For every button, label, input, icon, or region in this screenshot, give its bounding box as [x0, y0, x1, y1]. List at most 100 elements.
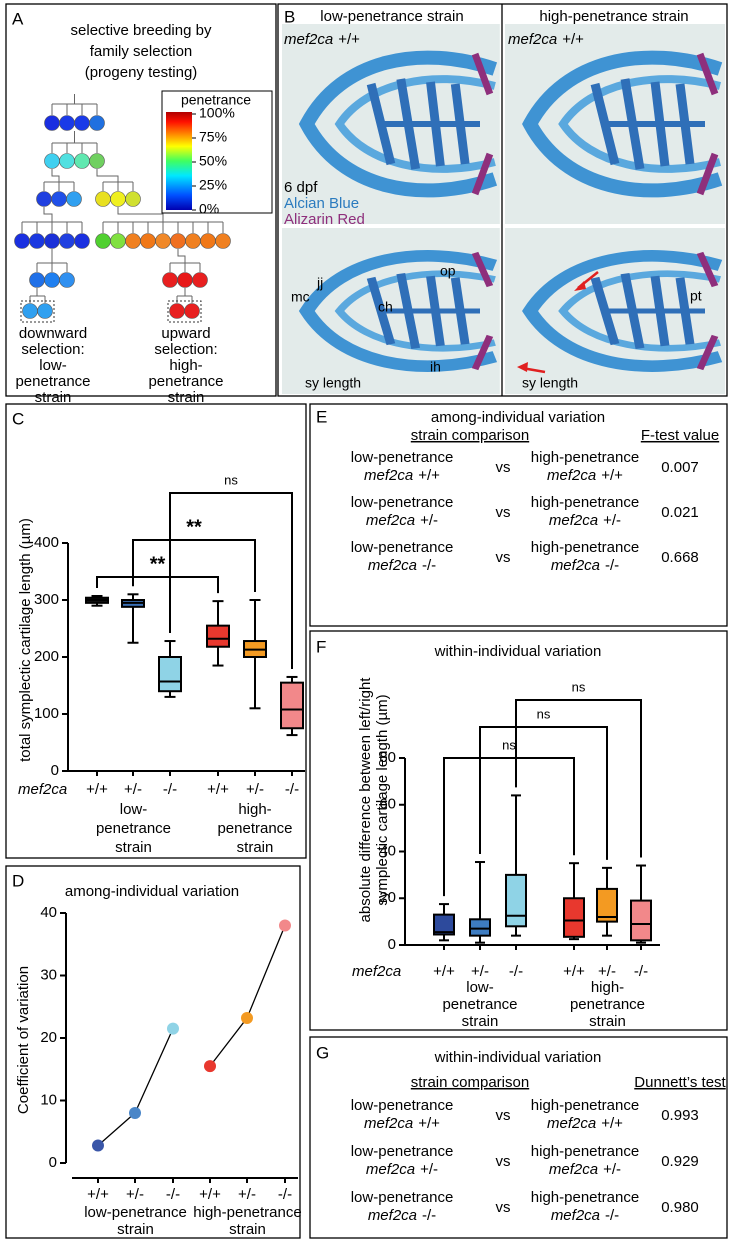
- group-label: penetrance: [217, 820, 292, 837]
- point: [241, 1012, 253, 1024]
- genotype: +/-: [603, 512, 621, 529]
- strain-name: high-penetrance: [531, 1143, 639, 1160]
- genotype-label: mef2ca +/+: [547, 1115, 623, 1132]
- genotype-label: mef2ca -/-: [551, 1207, 619, 1224]
- panel-letter: G: [316, 1043, 329, 1062]
- panel-c-frame: [5, 403, 307, 859]
- anatomy-label: jj: [316, 275, 323, 291]
- genotype-label: mef2ca +/+: [284, 31, 360, 48]
- anatomy-label: op: [440, 263, 456, 279]
- x-tick-label: +/+: [207, 781, 229, 798]
- group-label: strain: [229, 1221, 266, 1238]
- y-tick-label: 80: [379, 749, 396, 766]
- column-title: high-penetrance strain: [539, 8, 688, 25]
- group-label: penetrance: [96, 820, 171, 837]
- genotype-label: mef2ca +/-: [549, 1161, 621, 1178]
- y-tick-label: 60: [379, 796, 396, 813]
- legend-tick-label: 100%: [199, 105, 235, 121]
- y-tick-label: 30: [40, 966, 57, 983]
- box: [630, 899, 652, 942]
- strain-name: low-penetrance: [351, 1189, 454, 1206]
- legend-title: penetrance: [181, 92, 251, 108]
- genotype-label: mef2ca -/-: [368, 557, 436, 574]
- gene-name: mef2ca: [368, 557, 417, 574]
- gene-name: mef2ca: [547, 467, 596, 484]
- y-tick-label: 200: [34, 648, 59, 665]
- panel-title: selective breeding by: [71, 22, 212, 39]
- strain-name: high-penetrance: [531, 1189, 639, 1206]
- group-label: strain: [589, 1013, 626, 1030]
- selection-label: penetrance: [15, 373, 90, 390]
- significance-label: ns: [572, 679, 586, 694]
- panel-a-frame: [5, 3, 277, 397]
- genotype-label: mef2ca -/-: [368, 1207, 436, 1224]
- x-tick-label: +/-: [126, 1186, 144, 1203]
- genotype: +/+: [562, 31, 584, 48]
- anatomy-label: sy length: [522, 375, 578, 391]
- table-header: F-test value: [641, 427, 719, 444]
- group-label: high-penetrance: [193, 1204, 301, 1221]
- genotype: +/-: [420, 512, 438, 529]
- group-label: strain: [462, 1013, 499, 1030]
- x-tick-label: +/+: [86, 781, 108, 798]
- genotype-label: mef2ca -/-: [551, 557, 619, 574]
- panel-d-frame: [5, 865, 301, 1239]
- x-tick-label: -/-: [163, 781, 177, 798]
- box: [433, 913, 455, 936]
- test-value: 0.007: [661, 459, 699, 476]
- vs-label: vs: [496, 504, 511, 521]
- significance-bracket: [443, 757, 575, 897]
- test-value: 0.929: [661, 1153, 699, 1170]
- genotype: +/+: [338, 31, 360, 48]
- significance-bracket: [515, 699, 642, 858]
- vs-label: vs: [496, 459, 511, 476]
- anatomy-label: pt: [690, 288, 702, 304]
- y-tick-label: 100: [34, 705, 59, 722]
- genotype: +/+: [601, 1115, 623, 1132]
- point: [279, 919, 291, 932]
- legend-tick-label: 0%: [199, 201, 219, 217]
- y-tick-label: 20: [40, 1029, 57, 1046]
- gene-name: mef2ca: [364, 467, 413, 484]
- panel-letter: F: [316, 637, 326, 656]
- group-label: high-: [591, 979, 624, 996]
- significance-label: ns: [502, 737, 516, 752]
- significance-label: **: [150, 553, 166, 575]
- genotype: -/-: [422, 557, 436, 574]
- genotype: -/-: [605, 557, 619, 574]
- genotype: +/+: [601, 467, 623, 484]
- test-value: 0.993: [661, 1107, 699, 1124]
- box: [280, 681, 304, 730]
- box: [469, 918, 491, 937]
- significance-bracket: [96, 576, 219, 594]
- panel-e-frame: [309, 403, 728, 627]
- x-tick-label: +/+: [563, 963, 585, 980]
- box: [505, 873, 527, 928]
- colorbar: [166, 112, 192, 210]
- gene-name: mef2ca: [366, 1161, 415, 1178]
- significance-bracket: [479, 726, 608, 860]
- panel-letter: E: [316, 407, 327, 426]
- significance-label: ns: [537, 706, 551, 721]
- panel-letter: A: [12, 9, 24, 28]
- y-tick-label: 20: [379, 889, 396, 906]
- y-tick-label: 400: [34, 534, 59, 551]
- gene-name: mef2ca: [368, 1207, 417, 1224]
- y-tick-label: 10: [40, 1091, 57, 1108]
- x-tick-label: +/-: [124, 781, 142, 798]
- x-tick-label: +/+: [433, 963, 455, 980]
- legend-tick-label: 25%: [199, 177, 227, 193]
- x-axis-label: mef2ca: [352, 963, 401, 980]
- genotype-label: mef2ca +/+: [508, 31, 584, 48]
- table-header: Dunnett’s test: [634, 1074, 726, 1091]
- x-tick-label: +/+: [199, 1186, 221, 1203]
- group-label: penetrance: [442, 996, 517, 1013]
- genotype: +/-: [420, 1161, 438, 1178]
- box: [206, 624, 230, 648]
- panel-f-frame: [309, 630, 728, 1031]
- x-tick-label: +/+: [87, 1186, 109, 1203]
- test-value: 0.021: [661, 504, 699, 521]
- x-axis-label: mef2ca: [18, 781, 67, 798]
- table-header: strain comparison: [411, 427, 529, 444]
- gene-name: mef2ca: [551, 557, 600, 574]
